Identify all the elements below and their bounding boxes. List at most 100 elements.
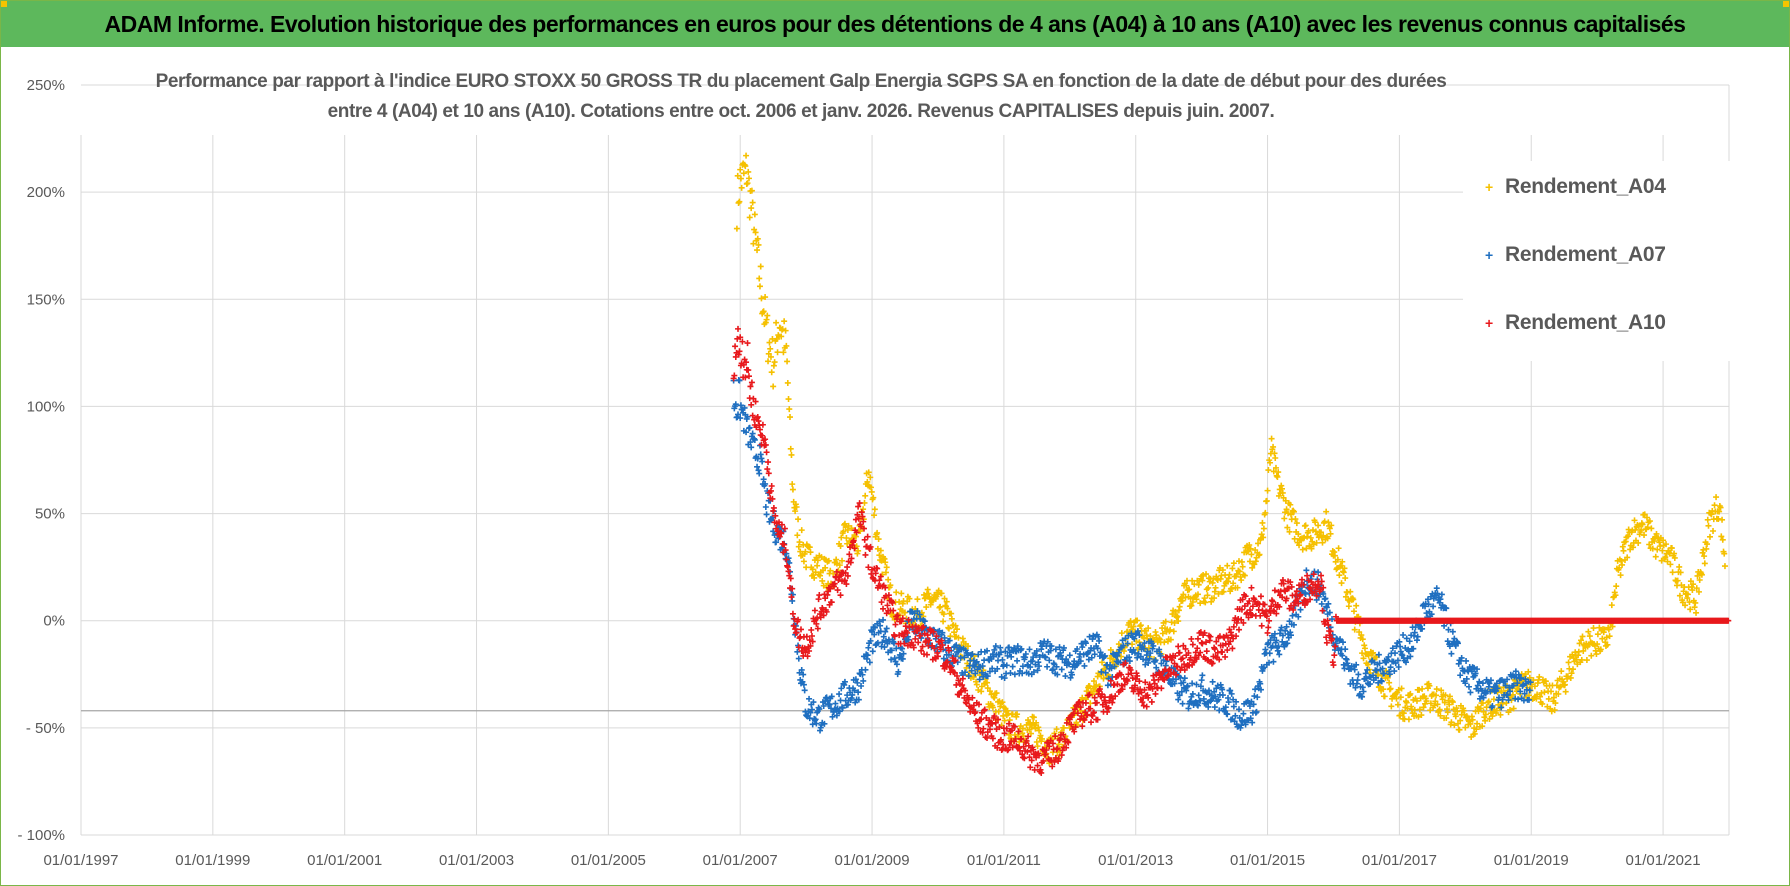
data-point xyxy=(1124,678,1131,685)
data-point xyxy=(1126,658,1133,665)
data-point xyxy=(1051,758,1058,765)
data-point xyxy=(1281,515,1288,522)
data-point xyxy=(1121,681,1128,688)
data-point xyxy=(809,638,816,645)
data-point xyxy=(898,590,905,597)
data-point xyxy=(1129,675,1136,682)
data-point xyxy=(1233,698,1240,705)
data-point xyxy=(787,575,794,582)
data-point xyxy=(888,656,895,663)
data-point xyxy=(1308,545,1315,552)
data-point xyxy=(854,511,861,518)
data-point xyxy=(1576,640,1583,647)
data-point xyxy=(1249,719,1256,726)
data-point xyxy=(1082,640,1089,647)
data-point xyxy=(1127,618,1134,625)
data-point xyxy=(819,577,826,584)
data-point xyxy=(1290,508,1297,515)
data-point xyxy=(1292,592,1299,599)
data-point xyxy=(836,691,843,698)
data-point xyxy=(1527,679,1534,686)
data-point xyxy=(1272,464,1279,471)
data-point xyxy=(839,704,846,711)
data-point xyxy=(757,263,764,270)
data-point xyxy=(1674,577,1681,584)
data-point xyxy=(1286,528,1293,535)
data-point xyxy=(762,480,769,487)
data-point xyxy=(1212,584,1219,591)
data-point xyxy=(745,168,752,175)
data-point xyxy=(813,620,820,627)
data-point xyxy=(1456,726,1463,733)
plus-marker-icon: + xyxy=(1485,315,1493,332)
data-point xyxy=(877,573,884,580)
data-point xyxy=(1225,699,1232,706)
data-point xyxy=(764,466,771,473)
data-point xyxy=(788,594,795,601)
data-point xyxy=(1325,621,1332,628)
data-point xyxy=(790,622,797,629)
data-point xyxy=(1052,646,1059,653)
data-point xyxy=(751,436,758,443)
data-point xyxy=(1012,735,1019,742)
data-point xyxy=(1030,668,1037,675)
data-point xyxy=(828,693,835,700)
data-point xyxy=(742,374,749,381)
data-point xyxy=(938,590,945,597)
data-point xyxy=(1189,690,1196,697)
data-point xyxy=(1230,623,1237,630)
data-point xyxy=(964,643,971,650)
data-point xyxy=(1270,658,1277,665)
data-point xyxy=(837,697,844,704)
data-point xyxy=(1397,643,1404,650)
data-point xyxy=(1580,647,1587,654)
data-point xyxy=(1257,680,1264,687)
data-point xyxy=(1062,673,1069,680)
data-point xyxy=(875,536,882,543)
data-point xyxy=(1387,685,1394,692)
data-point xyxy=(1227,687,1234,694)
data-point xyxy=(1400,710,1407,717)
data-point xyxy=(1612,592,1619,599)
data-point xyxy=(778,333,785,340)
data-point xyxy=(1081,662,1088,669)
data-point xyxy=(1004,652,1011,659)
data-point xyxy=(1219,692,1226,699)
data-point xyxy=(1497,711,1504,718)
data-point xyxy=(1378,678,1385,685)
data-point xyxy=(1096,637,1103,644)
data-point xyxy=(1300,581,1307,588)
data-point xyxy=(1693,585,1700,592)
data-point xyxy=(1158,685,1165,692)
data-point xyxy=(874,529,881,536)
data-point xyxy=(883,625,890,632)
data-point xyxy=(858,682,865,689)
data-point xyxy=(850,537,857,544)
data-point xyxy=(939,642,946,649)
data-point xyxy=(879,639,886,646)
data-point xyxy=(769,495,776,502)
data-point xyxy=(1088,719,1095,726)
data-point xyxy=(1635,539,1642,546)
data-point xyxy=(792,508,799,515)
data-point xyxy=(1026,646,1033,653)
data-point xyxy=(1507,706,1513,713)
data-point xyxy=(986,688,993,695)
data-point xyxy=(804,653,811,660)
data-point xyxy=(1265,624,1272,631)
data-point xyxy=(793,629,800,636)
data-point xyxy=(860,677,867,684)
data-point xyxy=(952,622,959,629)
data-point xyxy=(1087,705,1094,712)
data-point xyxy=(800,671,807,678)
data-point xyxy=(986,668,993,675)
data-point xyxy=(837,543,844,550)
data-point xyxy=(783,556,790,563)
data-point xyxy=(1235,626,1242,633)
data-point xyxy=(965,696,972,703)
data-point xyxy=(1593,651,1600,658)
data-point xyxy=(807,642,814,649)
data-point xyxy=(992,643,999,650)
data-point xyxy=(736,348,743,355)
data-point xyxy=(834,587,841,594)
